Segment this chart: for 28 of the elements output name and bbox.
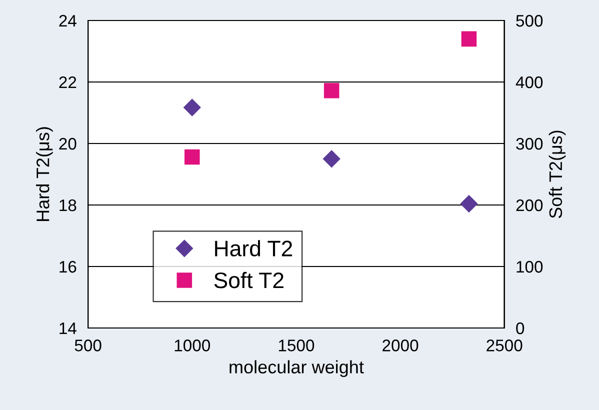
x-tick-label: 500 (74, 340, 102, 352)
legend-label: Soft T2 (214, 272, 284, 288)
point (461, 31, 477, 47)
y-tick-label: 24 (59, 14, 76, 27)
y2-tick-label: 200 (516, 199, 543, 212)
y-tick-label: 20 (59, 138, 76, 150)
y2-tick-label: 300 (516, 138, 543, 150)
point (323, 150, 340, 168)
y-axis-title: Hard T2(μs) (36, 127, 53, 221)
y-tick-label: 14 (60, 322, 76, 334)
point (460, 195, 478, 212)
point (324, 82, 340, 98)
y-tick-label: 18 (60, 199, 76, 212)
y2-tick-label: 500 (516, 14, 543, 27)
y2-axis-title: Soft T2(μs) (548, 130, 566, 218)
point (184, 149, 200, 165)
x-tick-label: 2500 (486, 340, 522, 352)
x-tick-label: 1000 (174, 340, 210, 352)
x-axis-title: molecular weight (230, 360, 364, 378)
x-tick-label: 2000 (382, 340, 418, 352)
y2-tick-label: 400 (516, 76, 543, 88)
y-tick-label: 22 (59, 76, 76, 88)
x-tick-label: 1500 (278, 340, 314, 352)
point (184, 98, 201, 116)
y2-tick-label: 0 (516, 322, 524, 334)
y2-tick-label: 100 (516, 260, 543, 273)
legend-label: Hard T2 (215, 240, 292, 256)
y-tick-label: 16 (60, 260, 76, 273)
